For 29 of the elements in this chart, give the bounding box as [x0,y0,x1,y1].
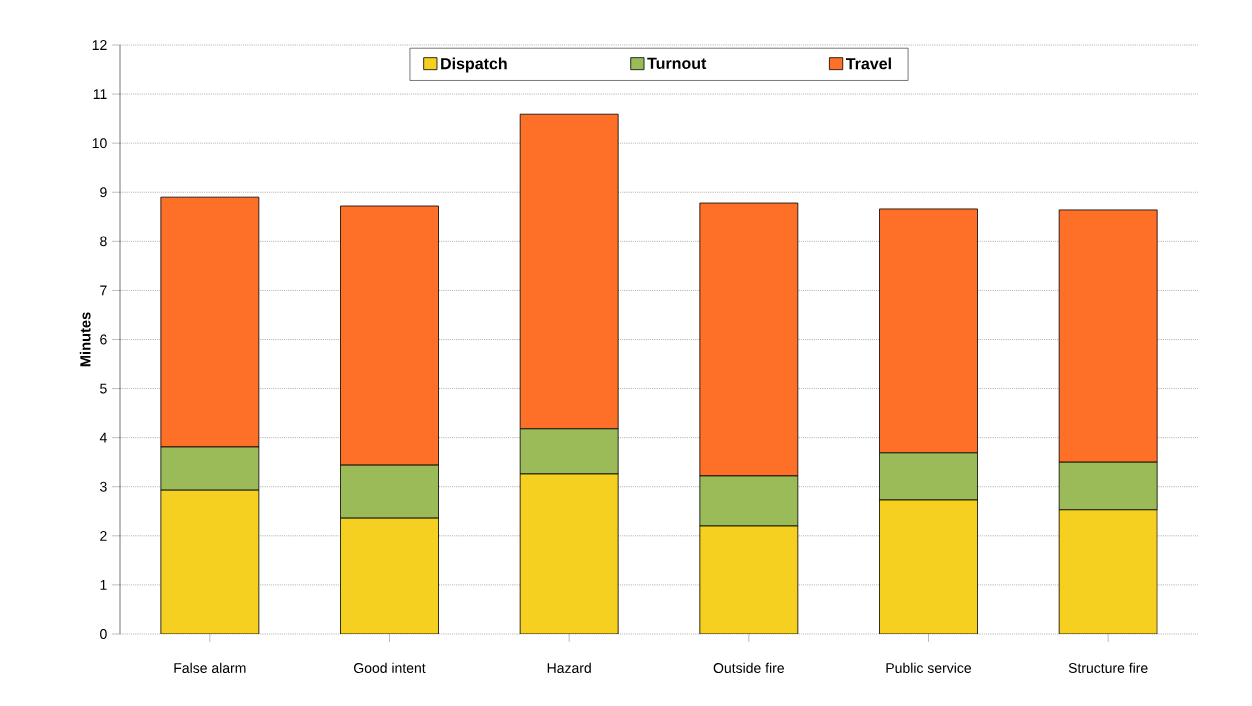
bar [160,489,260,634]
x-tick-label: Hazard [547,662,591,673]
x-tick-label: Public service [886,662,972,673]
y-axis-title: Minutes [79,312,91,367]
bar [699,525,799,634]
bar [519,473,619,634]
y-tick-label: 0 [100,629,107,639]
y-tick-label: 12 [92,40,107,50]
y-tick-label: 6 [100,334,107,345]
legend-label: Dispatch [441,57,507,73]
y-tick-label: 1 [100,580,107,590]
y-tick-label: 4 [99,432,107,443]
y-tick-label: 3 [100,481,107,492]
y-tick-label: 9 [100,187,107,198]
x-tick-label: Good intent [354,662,426,673]
bar [1058,509,1158,634]
bar [879,499,978,634]
y-tick-label: 8 [100,236,107,247]
legend-label: Travel [845,57,891,70]
y-tick-label: 10 [92,138,107,149]
y-tick-label: 11 [93,89,107,99]
x-tick-label: False alarm [174,662,246,673]
bar [340,517,439,634]
legend-label: Turnout [647,57,707,69]
x-tick-label: Structure fire [1068,662,1148,673]
y-tick-label: 5 [100,383,107,394]
x-tick-label: Outside fire [713,662,784,673]
y-tick-label: 2 [100,530,107,541]
y-tick-label: 7 [100,285,107,296]
